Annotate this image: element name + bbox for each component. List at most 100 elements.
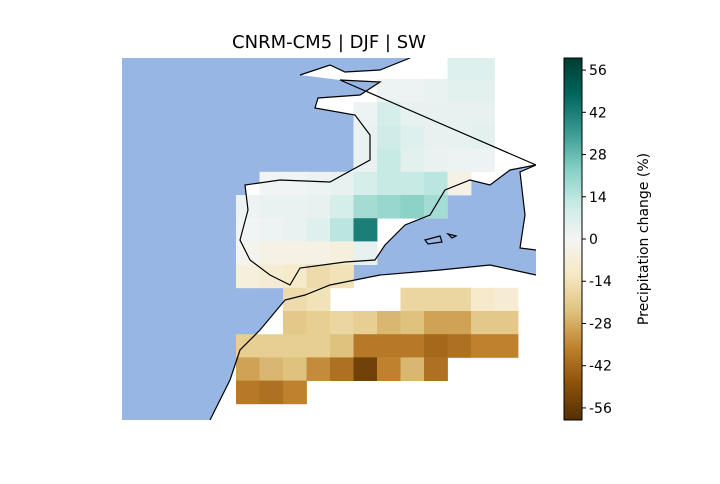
- cells: [236, 58, 519, 405]
- grid-cell: [330, 311, 354, 335]
- grid-cell: [353, 357, 378, 381]
- grid-cell: [306, 287, 331, 312]
- grid-cell: [236, 357, 260, 381]
- grid-cell: [283, 357, 307, 381]
- colorbar-tick-label: -56: [589, 401, 612, 417]
- grid-cell: [283, 171, 307, 196]
- grid-cell: [377, 102, 401, 126]
- colorbar-tick-label: 0: [589, 232, 598, 248]
- grid-cell: [377, 171, 401, 196]
- grid-cell: [377, 79, 401, 103]
- grid-cell: [377, 357, 401, 381]
- grid-cell: [306, 311, 331, 335]
- grid-cell: [353, 125, 378, 149]
- grid-cell: [330, 357, 354, 381]
- grid-cell: [259, 171, 284, 196]
- grid-cell: [330, 241, 354, 265]
- grid-cell: [400, 311, 425, 335]
- grid-cell: [400, 357, 425, 381]
- colorbar-tick-label: 14: [589, 190, 607, 206]
- grid-cell: [306, 171, 331, 196]
- grid-cell: [236, 380, 260, 405]
- grid-cell: [471, 79, 495, 103]
- grid-cell: [353, 218, 378, 242]
- grid-cell: [447, 148, 472, 173]
- grid-cell: [353, 334, 378, 358]
- grid-cell: [471, 102, 495, 126]
- grid-cell: [400, 102, 425, 126]
- grid-cell: [330, 334, 354, 358]
- grid-cell: [330, 264, 354, 289]
- grid-cell: [471, 148, 495, 173]
- grid-cell: [424, 171, 448, 196]
- colorbar-label: Precipitation change (%): [636, 153, 652, 325]
- grid-cell: [283, 195, 307, 219]
- grid-cell: [377, 195, 401, 219]
- grid-cell: [424, 334, 448, 358]
- grid-cell: [424, 357, 448, 381]
- grid-cell: [447, 58, 472, 80]
- grid-cell: [259, 218, 284, 242]
- grid-cell: [424, 148, 448, 173]
- grid-cell: [259, 357, 284, 381]
- grid-cell: [400, 79, 425, 103]
- grid-cell: [447, 79, 472, 103]
- grid-cell: [447, 125, 472, 149]
- grid-cell: [377, 311, 401, 335]
- grid-cell: [259, 264, 284, 289]
- grid-cell: [494, 334, 519, 358]
- grid-cell: [306, 334, 331, 358]
- grid-cell: [471, 287, 495, 312]
- grid-cell: [471, 58, 495, 80]
- colorbar: [563, 57, 583, 421]
- grid-cell: [471, 334, 495, 358]
- grid-cell: [400, 334, 425, 358]
- grid-cell: [353, 171, 378, 196]
- colorbar-tick-label: -28: [589, 316, 612, 332]
- grid-cell: [353, 241, 378, 265]
- grid-cell: [283, 241, 307, 265]
- colorbar-tick-label: -42: [589, 359, 612, 375]
- grid-cell: [377, 148, 401, 173]
- grid-cell: [447, 287, 472, 312]
- grid-cell: [424, 79, 448, 103]
- grid-cell: [283, 334, 307, 358]
- grid-cell: [306, 195, 331, 219]
- grid-cell: [283, 287, 307, 312]
- colorbar-tick-label: 56: [589, 63, 607, 79]
- grid-cell: [330, 195, 354, 219]
- grid-cell: [259, 334, 284, 358]
- grid-cell: [236, 334, 260, 358]
- grid-cell: [494, 311, 519, 335]
- grid-cell: [353, 148, 378, 173]
- grid-cell: [400, 125, 425, 149]
- grid-cell: [306, 357, 331, 381]
- grid-cell: [400, 195, 425, 219]
- colorbar-tick-label: -14: [589, 274, 612, 290]
- colorbar-tick-label: 28: [589, 148, 607, 164]
- grid-cell: [424, 287, 448, 312]
- chart-title: CNRM-CM5 | DJF | SW: [232, 32, 426, 53]
- grid-cell: [377, 334, 401, 358]
- grid-cell: [330, 218, 354, 242]
- coastline: [209, 58, 536, 420]
- grid-cell: [306, 264, 331, 289]
- grid-cell: [283, 380, 307, 405]
- grid-cell: [236, 264, 260, 289]
- grid-cell: [353, 195, 378, 219]
- grid-cell: [283, 311, 307, 335]
- grid-cell: [306, 218, 331, 242]
- grid-cell: [353, 102, 378, 126]
- grid-cell: [471, 311, 495, 335]
- grid-cell: [236, 218, 260, 242]
- grid-cell: [400, 287, 425, 312]
- grid-cell: [447, 311, 472, 335]
- grid-cell: [424, 125, 448, 149]
- grid-cell: [353, 311, 378, 335]
- grid-cell: [283, 218, 307, 242]
- grid-cell: [377, 125, 401, 149]
- grid-cell: [400, 171, 425, 196]
- grid-cell: [259, 241, 284, 265]
- grid-cell: [424, 102, 448, 126]
